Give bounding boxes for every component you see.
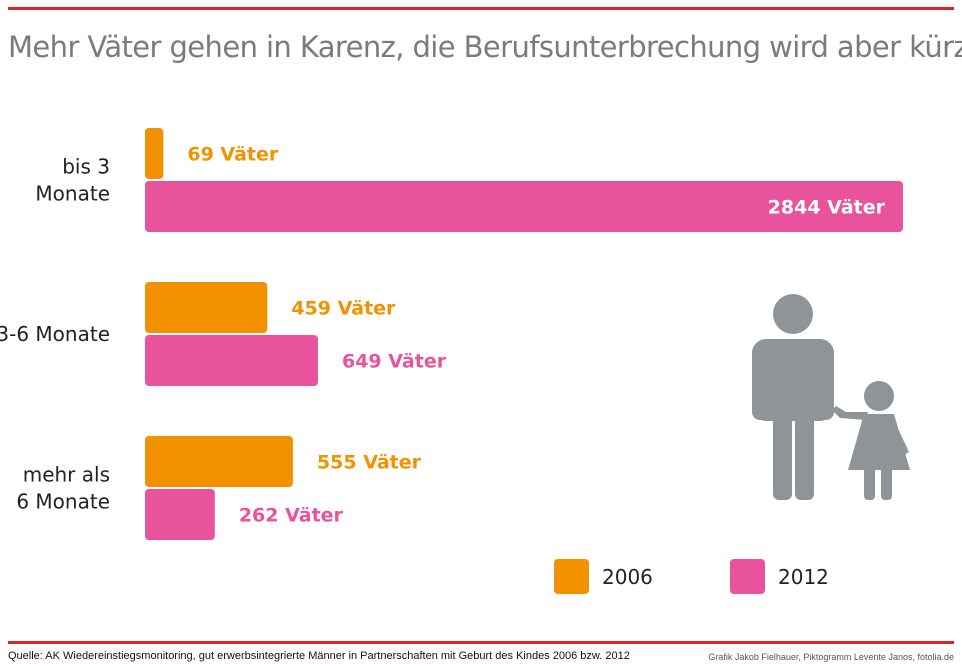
category-label: Monate	[35, 182, 110, 206]
value-label-2006: 459 Väter	[291, 298, 396, 320]
category-label: bis 3	[62, 155, 110, 179]
category-labels: bis 3 Monate 3-6 Monate mehr als 6 Monate	[0, 155, 110, 514]
top-rule	[8, 7, 954, 10]
credit-note: Grafik Jakob Fielhauer, Piktogramm Leven…	[708, 652, 954, 662]
bar-chart: bis 3 Monate 3-6 Monate mehr als 6 Monate 69…	[0, 128, 910, 594]
value-label-2012: 2844 Väter	[768, 197, 886, 219]
legend: 2006 2012	[554, 559, 829, 594]
category-label: 3-6 Monate	[0, 322, 110, 346]
chart-title: Mehr Väter gehen in Karenz, die Berufsun…	[8, 30, 962, 64]
bar-2006	[145, 128, 164, 179]
bar-2006	[145, 282, 268, 333]
bar-2012	[145, 489, 215, 540]
source-note: Quelle: AK Wiedereinstiegsmonitoring, gu…	[8, 650, 630, 662]
value-label-2006: 555 Väter	[317, 452, 422, 474]
value-labels: 69 Väter 2844 Väter 459 Väter 649 Väter 555 …	[187, 144, 885, 527]
legend-swatch-2012	[730, 559, 765, 594]
legend-label-2006: 2006	[602, 565, 653, 589]
value-label-2012: 262 Väter	[239, 505, 344, 527]
legend-swatch-2006	[554, 559, 589, 594]
value-label-2006: 69 Väter	[187, 144, 279, 166]
bar-2012	[145, 335, 318, 386]
bar-2012	[145, 181, 903, 232]
category-label: 6 Monate	[16, 490, 110, 514]
bar-2006	[145, 436, 293, 487]
bottom-rule	[8, 641, 954, 644]
bars	[145, 128, 903, 540]
value-label-2012: 649 Väter	[342, 351, 447, 373]
father-child-pictogram-icon	[752, 294, 910, 500]
legend-label-2012: 2012	[778, 565, 829, 589]
category-label: mehr als	[23, 463, 110, 487]
